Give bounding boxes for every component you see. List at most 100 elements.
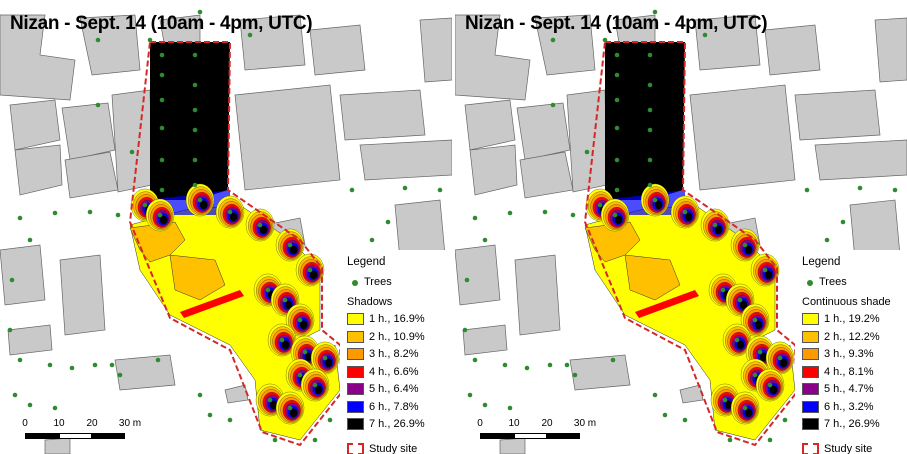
tree-marker [612,212,618,218]
tree-shadow-ring [314,385,323,395]
tree-marker [767,382,773,388]
map-legend: Legend Trees Continuous shade 1 h., 19.2… [795,250,907,454]
tree-marker [652,9,658,15]
legend-item-label: 1 h., 16.9% [369,313,425,325]
tree-marker [297,372,303,378]
scale-label: 10 [53,418,65,429]
legend-item-label: 3 h., 8.2% [369,348,419,360]
legend-item-label: 4 h., 6.6% [369,365,419,378]
tree-marker [197,392,203,398]
tree-marker [597,202,603,208]
tree-marker [192,127,198,133]
tree-marker [147,37,153,43]
tree-marker [550,102,556,108]
legend-swatch [347,313,364,325]
map-title: Nizan - Sept. 14 (10am - 4pm, UTC) [465,13,768,34]
map-panel-continuous-shade: Nizan - Sept. 14 (10am - 4pm, UTC) Legen… [455,0,907,454]
tree-marker [610,357,616,363]
tree-shadow-ring [309,270,318,280]
shade-area-7h [150,42,230,200]
tree-shadow-ring [739,300,748,310]
tree-layer [7,9,443,443]
tree-marker [507,405,513,411]
scale-label: 30 m [118,418,142,429]
tree-marker [159,187,165,193]
legend-item-label: 7 h., 26.9% [369,418,425,430]
tree-marker [464,277,470,283]
legend-item-label: 7 h., 26.9% [824,418,880,430]
tree-marker [737,297,743,303]
shade-area-4h [180,290,244,318]
tree-marker [322,355,328,361]
map-title: Nizan - Sept. 14 (10am - 4pm, UTC) [10,13,313,34]
tree-marker [614,157,620,163]
tree-marker [602,37,608,43]
scale-segment [514,433,547,439]
tree-marker [159,125,165,131]
legend-item-label: 6 h., 3.2% [824,400,874,413]
building [694,14,761,71]
tree-shadow-ring [754,320,763,330]
tree-marker [734,337,740,343]
study-site-swatch [802,443,819,454]
building [519,151,574,199]
tree-marker [312,437,318,443]
tree-marker [265,287,271,293]
legend-category-title: Shadows [347,296,393,308]
shade-layer [129,42,341,441]
building [794,89,881,141]
legend-swatch [802,348,819,360]
building [534,14,596,76]
tree-shadow-ring [159,215,168,225]
scale-label: 20 [541,418,553,429]
tree-shadow-ring [769,385,778,395]
scale-label: 10 [508,418,520,429]
building [61,102,116,161]
tree-marker [652,392,658,398]
tree-marker [757,349,763,355]
tree-marker [550,37,556,43]
building [679,384,704,404]
tree-marker [762,267,768,273]
tree-marker [682,417,688,423]
tree-marker [682,209,688,215]
shade-layer [584,42,796,441]
tree-marker [647,52,653,58]
legend-item-label: 4 h., 8.1% [824,365,874,378]
tree-shadow-ring [684,212,693,222]
building [0,14,76,101]
tree-marker [727,437,733,443]
tree-shadow-ring [229,212,238,222]
tree-marker [159,97,165,103]
building [764,24,821,76]
tree-shadow-ring [324,358,333,368]
tree-marker [782,417,788,423]
scale-segment [59,433,92,439]
tree-shadow-ring [736,340,745,350]
tree-shadow-ring [779,358,788,368]
building [59,254,106,336]
tree-marker [482,237,488,243]
building [874,17,907,83]
tree-marker [840,219,846,225]
building [114,354,176,391]
map-panel-shadows: Nizan - Sept. 14 (10am - 4pm, UTC) Legen… [0,0,452,454]
tree-marker [614,72,620,78]
legend-trees-label: Trees [819,276,847,288]
tree-shadow-ring [199,200,208,210]
tree-marker [12,392,18,398]
tree-marker [652,197,658,203]
building [111,89,153,193]
tree-marker [27,237,33,243]
tree-marker [7,327,13,333]
shade-area-7h [605,42,685,200]
tree-marker [402,185,408,191]
tree-marker [115,212,121,218]
tree-marker [227,417,233,423]
tree-marker [804,187,810,193]
building [9,99,61,151]
legend-swatch [347,418,364,430]
legend-item-label: 1 h., 19.2% [824,313,880,325]
tree-shadow-ring [744,408,753,418]
building [455,244,501,306]
